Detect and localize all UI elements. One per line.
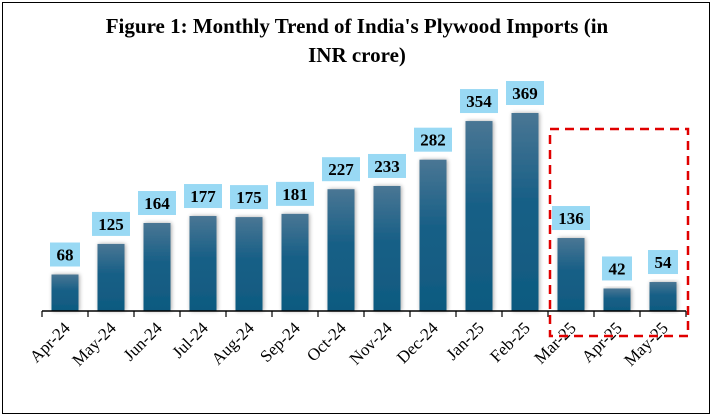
x-tick-label: Jul-24	[168, 318, 212, 362]
bar	[143, 223, 171, 311]
data-label: 233	[374, 157, 400, 176]
data-label-bg	[602, 256, 632, 281]
data-label-bg	[322, 157, 360, 182]
data-label: 354	[466, 92, 492, 111]
data-label-bg	[50, 242, 80, 267]
data-label-bg	[276, 181, 314, 206]
data-label-bg	[138, 191, 176, 215]
x-tick-label: Nov-24	[346, 318, 397, 369]
bar	[557, 238, 585, 311]
bar	[97, 243, 125, 311]
data-label: 227	[328, 160, 354, 179]
bar	[189, 216, 217, 311]
x-tick-label: May-25	[620, 318, 671, 369]
data-label-bg	[648, 250, 678, 275]
x-tick-label: Jun-24	[120, 318, 167, 365]
highlight-box	[548, 127, 690, 338]
chart-title-line-2: INR crore)	[308, 43, 406, 67]
chart-title-line-1: Figure 1: Monthly Trend of India's Plywo…	[105, 14, 609, 38]
data-label-bg	[506, 81, 544, 105]
bar	[235, 217, 263, 311]
data-label-bg	[460, 89, 498, 114]
data-label: 164	[144, 194, 170, 213]
bar	[327, 189, 355, 311]
chart-title: Figure 1: Monthly Trend of India's Plywo…	[0, 12, 714, 70]
x-tick-label: Apr-24	[26, 318, 74, 366]
x-tick-label: Jan-25	[442, 318, 487, 363]
x-tick-label: Dec-24	[393, 318, 442, 367]
data-label-bg	[184, 184, 222, 209]
bar	[511, 113, 539, 311]
data-label-bg	[552, 206, 590, 231]
bar	[51, 274, 79, 311]
bar	[603, 288, 631, 311]
bar	[465, 121, 493, 311]
data-label-bg	[368, 153, 406, 178]
data-label: 68	[57, 246, 74, 265]
data-label: 125	[98, 215, 124, 234]
bar	[419, 159, 447, 311]
x-tick-label: Sep-24	[256, 318, 304, 366]
data-label: 282	[420, 131, 446, 150]
data-label-bg	[230, 185, 268, 210]
x-tick-label: Aug-24	[208, 318, 259, 369]
x-tick-label: Feb-25	[486, 318, 533, 365]
data-label: 177	[190, 187, 216, 206]
x-tick-label: Oct-24	[303, 318, 350, 365]
data-label: 54	[655, 253, 673, 272]
chart-frame	[2, 2, 710, 414]
bar	[649, 282, 677, 311]
x-tick-label: May-24	[68, 318, 120, 370]
bar	[373, 185, 401, 311]
x-tick-label: Mar-25	[531, 318, 580, 367]
data-label: 136	[558, 209, 584, 228]
data-label: 42	[609, 259, 626, 278]
data-label: 175	[236, 188, 262, 207]
bar	[281, 213, 309, 311]
data-label-bg	[92, 211, 130, 236]
x-tick-label: Apr-25	[578, 318, 626, 366]
data-label-bg	[414, 127, 452, 152]
data-label: 369	[512, 84, 538, 103]
data-label: 181	[282, 185, 308, 204]
